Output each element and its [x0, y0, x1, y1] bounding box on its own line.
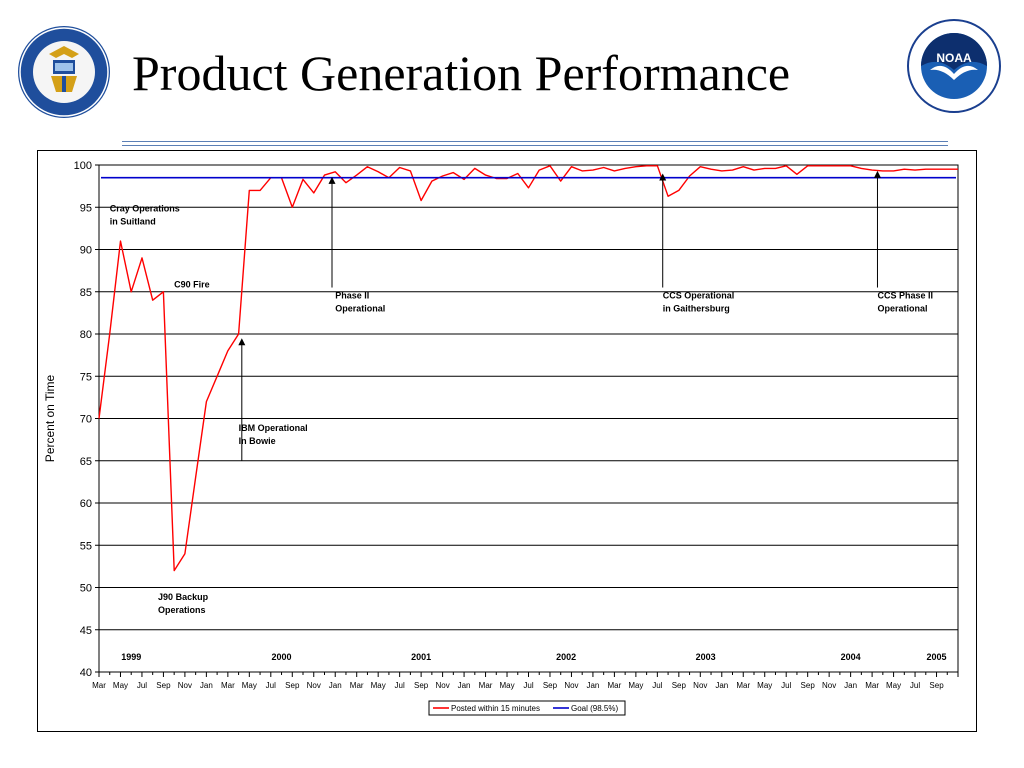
- x-tick-label: Sep: [285, 681, 300, 690]
- x-tick-label: Jan: [844, 681, 857, 690]
- annotation-label: IBM Operational: [239, 423, 308, 433]
- x-tick-label: Jan: [458, 681, 471, 690]
- y-tick-label: 60: [80, 498, 92, 510]
- y-tick-label: 85: [80, 287, 92, 299]
- legend: Posted within 15 minutes Goal (98.5%): [428, 700, 626, 716]
- annotation-label: in Suitland: [110, 216, 156, 226]
- x-tick-label: Nov: [307, 681, 321, 690]
- y-tick-label: 70: [80, 414, 92, 426]
- y-tick-label: 80: [80, 329, 92, 341]
- x-tick-label: Nov: [435, 681, 449, 690]
- y-tick-label: 65: [80, 456, 92, 468]
- x-tick-label: Nov: [178, 681, 192, 690]
- annotation-label: Operational: [877, 304, 927, 314]
- grid-layer: [98, 164, 959, 673]
- annotation-label: Operations: [158, 605, 206, 615]
- y-tick-label: 95: [80, 202, 92, 214]
- header-rule-top: [122, 141, 948, 142]
- year-label: 2002: [556, 652, 576, 662]
- x-tick-label: Mar: [221, 681, 235, 690]
- annotation-label: CCS Phase II: [877, 291, 933, 301]
- annotation-label: Cray Operations: [110, 203, 180, 213]
- x-tick-label: Jan: [329, 681, 342, 690]
- x-tick-label: Sep: [414, 681, 429, 690]
- x-tick-label: Sep: [156, 681, 171, 690]
- year-label: 2004: [841, 652, 861, 662]
- year-label: 2000: [272, 652, 292, 662]
- header-rule-bottom: [122, 145, 948, 146]
- annotation-layer: Cray Operations in Suitland C90 Fire J90 Ba…: [110, 170, 933, 615]
- eagle-seal-icon: [18, 26, 110, 118]
- x-tick-label: Mar: [92, 681, 106, 690]
- x-tick-label: May: [757, 681, 772, 690]
- axis-layer: 40 45 50 55 60 65 70 75 80 85 90 95 100 Percent on Ti…: [43, 160, 959, 690]
- x-tick-label: Jul: [395, 681, 405, 690]
- year-label: 2003: [696, 652, 716, 662]
- x-tick-label: Mar: [350, 681, 364, 690]
- x-tick-label: May: [113, 681, 128, 690]
- chart-frame: 40 45 50 55 60 65 70 75 80 85 90 95 100 Percent on Ti…: [37, 150, 977, 732]
- x-tick-label: Jul: [652, 681, 662, 690]
- y-tick-label: 40: [80, 667, 92, 679]
- x-tick-label: Sep: [801, 681, 816, 690]
- annotation-label: Phase II: [335, 291, 369, 301]
- y-axis-label: Percent on Time: [43, 374, 57, 462]
- y-tick-label: 100: [74, 160, 92, 172]
- x-tick-label: Nov: [564, 681, 578, 690]
- arrow-head-icon: [328, 176, 336, 184]
- x-tick-label: May: [628, 681, 643, 690]
- x-tick-label: May: [371, 681, 386, 690]
- legend-box: [428, 700, 626, 716]
- x-tick-label: Mar: [736, 681, 750, 690]
- y-tick-label: 75: [80, 371, 92, 383]
- x-tick-label: Mar: [608, 681, 622, 690]
- noaa-wordmark: NOAA: [936, 51, 972, 65]
- x-tick-label: Mar: [479, 681, 493, 690]
- y-tick-label: 55: [80, 540, 92, 552]
- performance-chart: 40 45 50 55 60 65 70 75 80 85 90 95 100 Percent on Ti…: [43, 160, 959, 716]
- x-tick-label: Jul: [910, 681, 920, 690]
- x-tick-label: Jan: [715, 681, 728, 690]
- annotation-label: J90 Backup: [158, 592, 209, 602]
- x-tick-label: May: [242, 681, 257, 690]
- x-tick-label: Nov: [693, 681, 707, 690]
- annotation-label: C90 Fire: [174, 280, 210, 290]
- x-tick-label: May: [499, 681, 514, 690]
- x-tick-label: Sep: [672, 681, 687, 690]
- annotation-label: Operational: [335, 304, 385, 314]
- x-tick-label: Mar: [865, 681, 879, 690]
- year-label: 2001: [411, 652, 431, 662]
- x-tick-label: Sep: [929, 681, 944, 690]
- x-tick-label: May: [886, 681, 901, 690]
- x-tick-label: Jul: [523, 681, 533, 690]
- legend-label-goal: Goal (98.5%): [571, 704, 618, 713]
- x-tick-label: Jan: [586, 681, 599, 690]
- y-tick-label: 45: [80, 625, 92, 637]
- noaa-seagull-icon: NOAA: [907, 19, 1001, 113]
- slide-title: Product Generation Performance: [132, 45, 791, 101]
- on-time-series-line: [98, 165, 958, 572]
- x-tick-label: Sep: [543, 681, 558, 690]
- arrow-head-icon: [659, 173, 667, 181]
- x-tick-label: Jul: [781, 681, 791, 690]
- x-tick-label: Jul: [137, 681, 147, 690]
- arrow-head-icon: [873, 170, 881, 178]
- year-label: 1999: [121, 652, 141, 662]
- arrow-head-icon: [238, 338, 246, 346]
- annotation-label: In Bowie: [239, 436, 276, 446]
- y-tick-label: 50: [80, 583, 92, 595]
- x-tick-label: Nov: [822, 681, 836, 690]
- year-label: 2005: [927, 652, 947, 662]
- x-tick-label: Jan: [200, 681, 213, 690]
- annotation-label: in Gaithersburg: [663, 304, 730, 314]
- x-tick-label: Jul: [266, 681, 276, 690]
- series-layer: [98, 165, 958, 572]
- legend-label-on-time: Posted within 15 minutes: [451, 704, 540, 713]
- annotation-label: CCS Operational: [663, 291, 735, 301]
- noaa-logo: NOAA: [906, 18, 1002, 114]
- department-of-commerce-seal: [16, 24, 112, 120]
- y-tick-label: 90: [80, 245, 92, 257]
